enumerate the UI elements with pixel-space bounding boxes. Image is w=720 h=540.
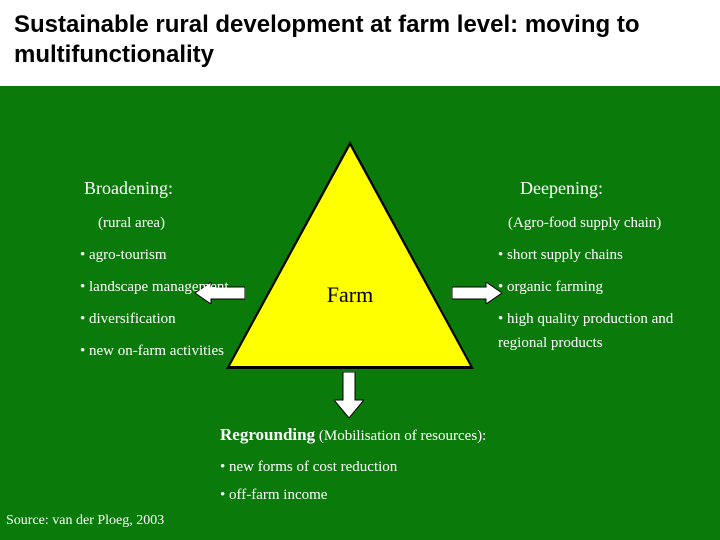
farm-label: Farm xyxy=(305,282,395,308)
regrounding-heading: Regrounding (Mobilisation of resources): xyxy=(220,422,520,448)
page-title: Sustainable rural development at farm le… xyxy=(0,0,720,86)
broadening-column: Broadening: (rural area) • agro-tourism … xyxy=(80,174,240,371)
diagram-area: Farm Broadening: (rural area) • agro-tou… xyxy=(0,86,720,536)
source-citation: Source: van der Ploeg, 2003 xyxy=(6,512,186,530)
regrounding-rest: (Mobilisation of resources): xyxy=(315,428,486,444)
arrow-down-icon xyxy=(334,372,364,423)
regrounding-block: Regrounding (Mobilisation of resources):… xyxy=(220,422,520,513)
arrow-right-icon xyxy=(452,282,502,309)
broadening-sub: (rural area) xyxy=(98,211,240,235)
list-item: • new forms of cost reduction xyxy=(220,456,520,479)
deepening-sub: (Agro-food supply chain) xyxy=(508,211,708,235)
list-item: • short supply chains xyxy=(498,243,708,267)
list-item: • landscape management xyxy=(80,275,240,299)
list-item: • new on-farm activities xyxy=(80,339,240,363)
deepening-column: Deepening: (Agro-food supply chain) • sh… xyxy=(498,174,708,363)
list-item: • organic farming xyxy=(498,275,708,299)
deepening-heading: Deepening: xyxy=(520,174,708,203)
triangle-shape xyxy=(230,146,470,366)
list-item: • off-farm income xyxy=(220,484,520,507)
list-item: • agro-tourism xyxy=(80,243,240,267)
broadening-heading: Broadening: xyxy=(84,174,240,203)
list-item: • high quality production and regional p… xyxy=(498,307,708,355)
regrounding-strong: Regrounding xyxy=(220,425,315,444)
list-item: • diversification xyxy=(80,307,240,331)
